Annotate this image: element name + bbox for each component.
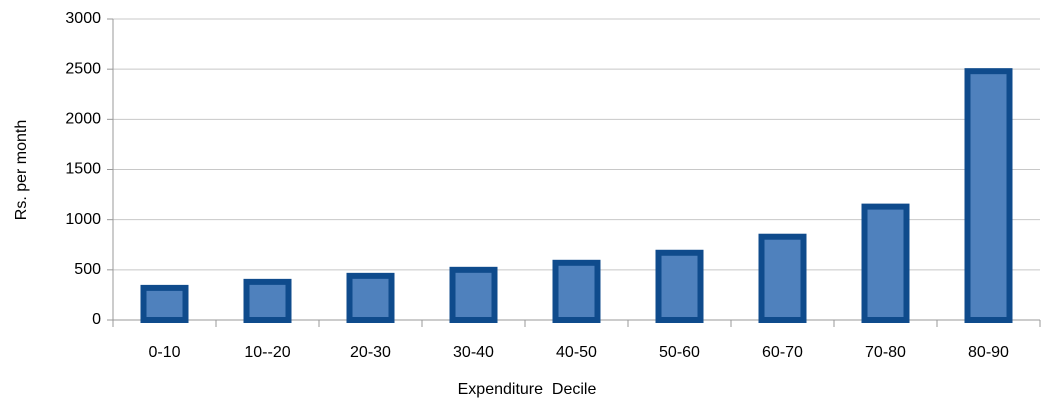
- x-tick-label: 50-60: [659, 344, 700, 361]
- bar: [758, 233, 807, 323]
- bar: [861, 203, 910, 323]
- bar: [449, 266, 498, 323]
- y-tick-label: 0: [92, 311, 101, 328]
- bar: [243, 278, 292, 324]
- y-tick-label: 1000: [65, 211, 101, 228]
- x-tick-label: 10--20: [244, 344, 290, 361]
- bar: [964, 68, 1013, 323]
- x-tick-label: 80-90: [968, 344, 1009, 361]
- y-tick-label: 2000: [65, 111, 101, 128]
- y-axis-title: Rs. per month: [13, 120, 30, 220]
- x-axis-title: Expenditure Decile: [458, 381, 597, 398]
- x-tick-label: 40-50: [556, 344, 597, 361]
- y-tick-label: 500: [74, 261, 101, 278]
- bar: [346, 272, 395, 323]
- bar: [140, 284, 189, 323]
- x-tick-label: 30-40: [453, 344, 494, 361]
- x-tick-label: 20-30: [350, 344, 391, 361]
- y-tick-label: 3000: [65, 10, 101, 27]
- x-tick-label: 70-80: [865, 344, 906, 361]
- y-tick-label: 2500: [65, 60, 101, 77]
- bar: [552, 259, 601, 323]
- x-tick-label: 60-70: [762, 344, 803, 361]
- x-tick-label: 0-10: [148, 344, 180, 361]
- bar: [655, 249, 704, 323]
- y-tick-label: 1500: [65, 161, 101, 178]
